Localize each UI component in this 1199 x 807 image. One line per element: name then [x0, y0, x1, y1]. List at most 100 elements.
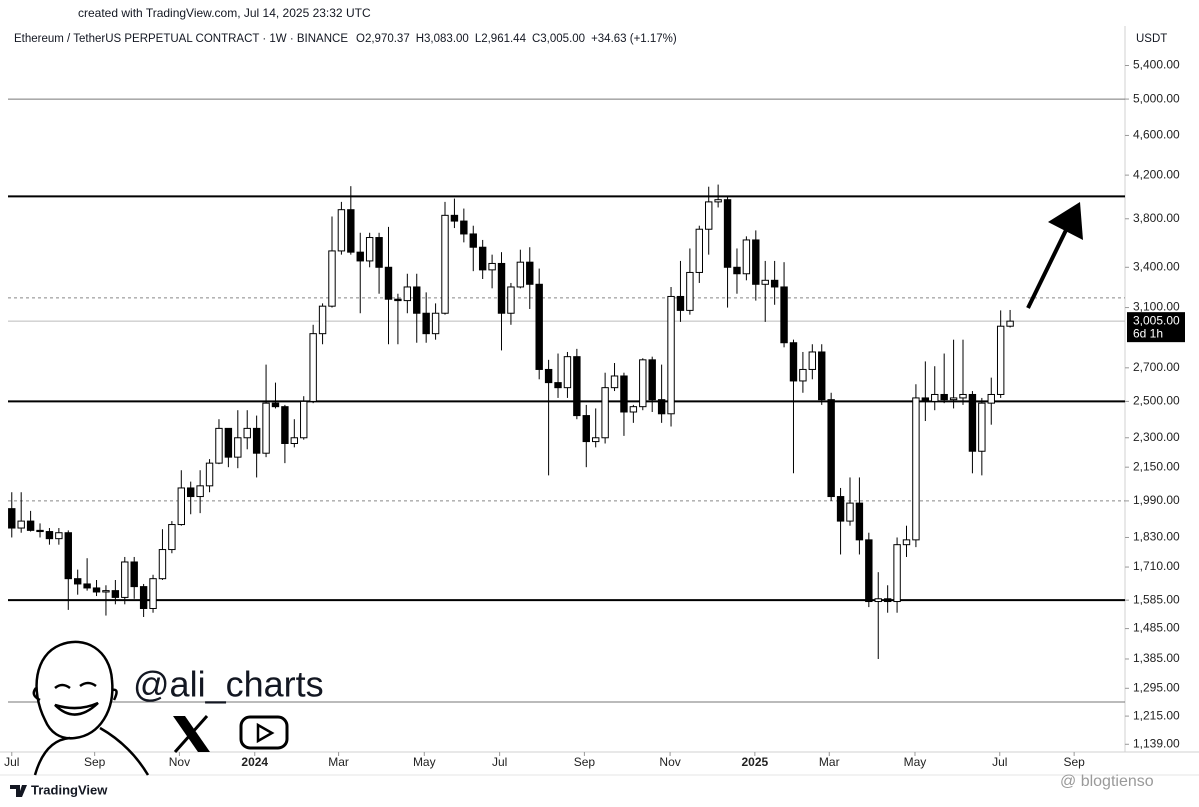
candle-body: [968, 393, 977, 452]
candle-body: [733, 266, 741, 275]
candle-body: [460, 220, 468, 235]
ohlc-value: C3,005.00: [532, 33, 585, 45]
candle-body: [55, 532, 63, 540]
y-tick-label: 1,830.00: [1133, 530, 1180, 544]
last-price-box: [1127, 312, 1185, 343]
candle-body: [818, 351, 826, 401]
y-tick-label: 1,585.00: [1133, 592, 1180, 606]
candle-body: [139, 586, 148, 609]
y-tick-label: 4,200.00: [1133, 167, 1180, 181]
x-tick-label: Mar: [819, 755, 840, 769]
candle-body: [676, 295, 685, 311]
x-tick-label: Jul: [492, 755, 507, 769]
candle-body: [865, 539, 873, 603]
y-tick-label: 2,500.00: [1133, 394, 1180, 408]
candle-body: [582, 415, 590, 443]
candle-body: [620, 375, 628, 413]
candle-body: [695, 228, 703, 273]
candle-body: [940, 393, 948, 401]
x-tick-label: May: [413, 755, 436, 769]
candle-body: [544, 368, 553, 384]
plot-area: [8, 98, 1125, 703]
candle-body: [902, 539, 911, 546]
candle-body: [959, 393, 967, 399]
x-tick-label: Sep: [574, 755, 596, 769]
candle-body: [978, 402, 986, 452]
y-tick-label: 1,139.00: [1133, 736, 1180, 750]
y-tick-label: 5,000.00: [1133, 91, 1180, 105]
candle-body: [1006, 320, 1014, 327]
candle-body: [431, 312, 440, 335]
candle-body: [931, 393, 939, 402]
candle-body: [271, 402, 280, 408]
currency: USDT: [1136, 33, 1167, 45]
symbol-header: Ethereum / TetherUS PERPETUAL CONTRACT ·…: [14, 33, 348, 45]
candle-body: [365, 237, 374, 262]
y-tick-label: 2,300.00: [1133, 430, 1180, 444]
candle-body: [893, 544, 901, 603]
arrow-shaft: [1026, 225, 1070, 309]
candle-body: [921, 397, 930, 402]
candle-body: [121, 561, 129, 598]
avatar: [32, 640, 150, 776]
x-tick-label: Sep: [1063, 755, 1085, 769]
candle-body: [281, 406, 289, 444]
candle-body: [422, 312, 430, 335]
arrow-head: [1048, 202, 1083, 240]
candle-body: [243, 427, 251, 439]
candle-body: [497, 262, 506, 314]
candle-body: [526, 261, 534, 285]
candle-body: [102, 590, 110, 593]
candle-body: [667, 295, 675, 415]
candle-body: [780, 286, 788, 344]
candle-body: [356, 251, 364, 262]
brand: TradingView: [31, 782, 108, 797]
y-tick-label: 5,400.00: [1133, 58, 1180, 72]
x-tick-label: Nov: [659, 755, 680, 769]
y-tick-label: 2,700.00: [1133, 360, 1180, 374]
candle-body: [836, 496, 845, 522]
candle-body: [478, 246, 487, 271]
candle-body: [770, 279, 779, 288]
candle-body: [639, 359, 647, 408]
tradingview-logo: [10, 785, 27, 797]
candle-body: [45, 531, 54, 540]
candle-body: [328, 250, 336, 307]
handle: @ali_charts: [133, 664, 324, 705]
candle-body: [761, 279, 769, 285]
x-icon: [173, 715, 210, 753]
source-watermark: @ blogtienso: [1060, 773, 1154, 790]
candle-body: [168, 524, 176, 551]
candle-body: [337, 209, 346, 252]
candle-body: [855, 502, 864, 541]
candle-body: [149, 578, 157, 609]
candle-body: [64, 532, 72, 580]
candle-body: [26, 520, 35, 531]
candle-body: [177, 487, 185, 526]
candle-body: [403, 286, 412, 302]
candle-body: [591, 437, 600, 443]
x-tick-label: May: [904, 755, 927, 769]
candle-body: [488, 262, 496, 271]
candle-body: [347, 209, 355, 253]
x-tick-label: Nov: [169, 755, 190, 769]
y-tick-label: 2,150.00: [1133, 459, 1180, 473]
candle-body: [290, 437, 299, 444]
arrow: [1026, 202, 1083, 309]
ohlc-value: L2,961.44: [475, 33, 527, 45]
candle-body: [73, 578, 82, 585]
x-tick-label: Jul: [992, 755, 1007, 769]
candle-body: [846, 502, 854, 522]
candle-body: [92, 587, 101, 593]
y-tick-label: 1,990.00: [1133, 493, 1180, 507]
candle-body: [384, 266, 393, 300]
y-tick-label: 3,100.00: [1133, 300, 1180, 314]
candle-body: [224, 427, 233, 458]
x-tick-label: Sep: [84, 755, 106, 769]
y-tick-label: 3,400.00: [1133, 259, 1180, 273]
candle-body: [262, 402, 270, 454]
candle-body: [111, 590, 120, 598]
candle-body: [187, 487, 195, 498]
ohlc-value: O2,970.37: [356, 33, 410, 45]
